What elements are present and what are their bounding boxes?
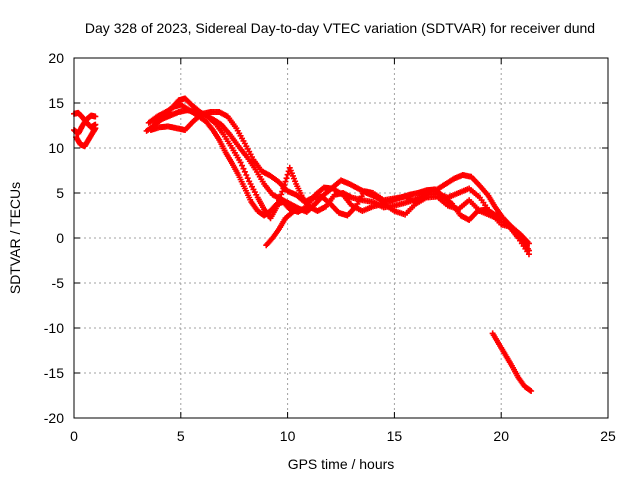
x-tick-label: 25	[600, 428, 616, 444]
x-tick-label: 0	[70, 428, 78, 444]
y-tick-label: -15	[44, 365, 64, 381]
y-axis-label: SDTVAR / TECUs	[7, 182, 23, 294]
data-series	[71, 95, 535, 394]
y-tick-label: -10	[44, 320, 64, 336]
y-tick-label: 0	[56, 230, 64, 246]
y-tick-label: -5	[52, 275, 65, 291]
y-tick-label: 15	[48, 95, 64, 111]
data-point	[525, 251, 532, 258]
data-point	[528, 388, 535, 394]
data-point	[291, 208, 298, 214]
data-point	[283, 175, 290, 182]
x-tick-label: 5	[177, 428, 185, 444]
data-point	[279, 188, 286, 195]
y-tick-label: 20	[48, 50, 64, 66]
data-point	[240, 165, 247, 172]
data-point	[243, 172, 250, 178]
data-point	[92, 125, 99, 132]
x-tick-label: 20	[493, 428, 509, 444]
axes: 0 5 10 15 20 25 -20 -15 -10 -5 0 5 10 15 20	[44, 50, 616, 444]
data-point	[92, 113, 99, 120]
y-tick-label: 10	[48, 140, 64, 156]
data-point	[284, 171, 291, 178]
data-point	[237, 159, 244, 166]
y-tick-label: -20	[44, 410, 64, 426]
data-point	[239, 162, 246, 169]
y-tick-label: 5	[56, 185, 64, 201]
grid-lines	[74, 58, 608, 418]
data-point	[282, 178, 289, 185]
data-point	[244, 175, 251, 182]
series-sdtvar	[71, 95, 535, 394]
x-tick-label: 10	[280, 428, 296, 444]
x-axis-label: GPS time / hours	[288, 456, 395, 472]
x-tick-label: 15	[387, 428, 403, 444]
data-point	[241, 168, 248, 175]
chart-title: Day 328 of 2023, Sidereal Day-to-day VTE…	[85, 20, 595, 36]
data-point	[525, 240, 532, 247]
